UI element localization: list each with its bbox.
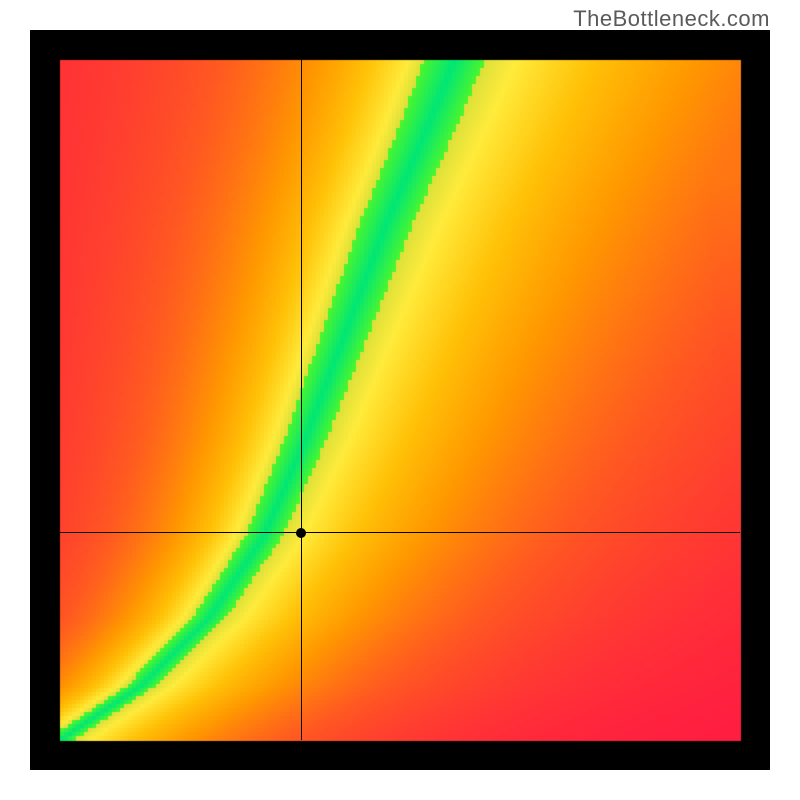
- chart-container: TheBottleneck.com: [0, 0, 800, 800]
- plot-frame: [30, 30, 770, 770]
- crosshair-horizontal: [60, 532, 740, 533]
- crosshair-marker: [296, 528, 306, 538]
- crosshair-vertical: [301, 60, 302, 740]
- watermark-text: TheBottleneck.com: [573, 6, 770, 32]
- heatmap-canvas: [30, 30, 770, 770]
